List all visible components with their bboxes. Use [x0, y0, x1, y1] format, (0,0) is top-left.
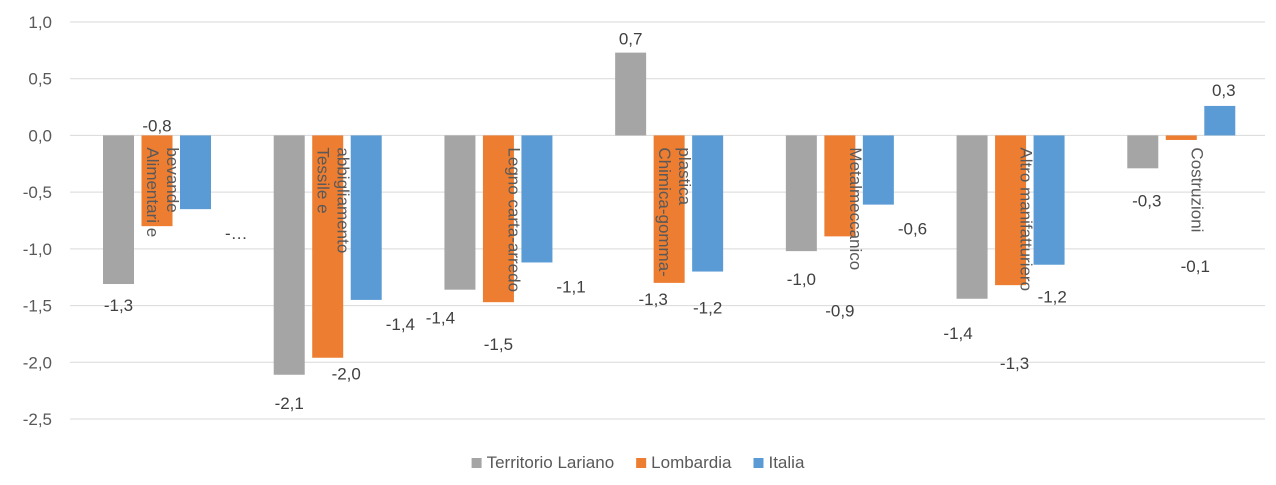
bar-territorio-lariano — [1127, 135, 1159, 169]
y-tick-label: -1,5 — [23, 297, 52, 316]
y-tick-label: 0,0 — [28, 126, 52, 145]
category-label-line: Costruzioni — [1187, 147, 1206, 232]
legend-item: Territorio Lariano — [471, 453, 615, 472]
data-label: -1,0 — [787, 270, 816, 289]
category-label-line: Chimica-gomma- — [655, 147, 674, 276]
data-label: -0,1 — [1181, 257, 1210, 276]
bar-lombardia — [482, 135, 514, 303]
bar-lombardia — [312, 135, 344, 358]
bar-lombardia — [1165, 135, 1197, 140]
bar-lombardia — [995, 135, 1027, 286]
data-label: -1,2 — [693, 299, 722, 318]
data-label: 0,3 — [1212, 81, 1236, 100]
legend-label: Italia — [768, 453, 804, 472]
bar-territorio-lariano — [273, 135, 305, 375]
category-label-line: abbigliamento — [334, 147, 353, 253]
bar-italia — [180, 135, 211, 210]
bar-territorio-lariano — [785, 135, 817, 252]
y-tick-label: -2,5 — [23, 410, 52, 429]
category-label-line: Alimentari e — [143, 147, 162, 237]
bar-territorio-lariano — [615, 52, 647, 136]
legend-swatch — [471, 458, 482, 468]
bar-italia — [1033, 135, 1065, 265]
category-label: Legno carta-arredo — [504, 147, 523, 292]
y-tick-label: 0,5 — [28, 70, 52, 89]
data-label: -1,3 — [104, 296, 133, 315]
category-label: Altro manifatturiero — [1017, 147, 1036, 291]
legend-item: Italia — [753, 453, 805, 472]
bar-italia — [692, 135, 724, 272]
category-labels: Alimentari e bevande Tessile e abbigliament… — [143, 147, 1206, 292]
category-label: Metalmeccanico — [846, 147, 865, 270]
data-label: -0,3 — [1132, 191, 1161, 210]
data-label: -1,5 — [484, 335, 513, 354]
legend-label: Lombardia — [651, 453, 732, 472]
category-label-line: bevande — [163, 147, 182, 212]
category-label-line: plastica — [675, 147, 694, 205]
data-label: -0,6 — [898, 220, 927, 239]
category-label-line: Metalmeccanico — [846, 147, 865, 270]
data-label: -2,0 — [332, 365, 361, 384]
bar-lombardia — [824, 135, 856, 237]
data-label: -1,1 — [556, 277, 585, 296]
legend-item: Lombardia — [636, 453, 732, 472]
data-label: -2,1 — [275, 394, 304, 413]
data-label: -0,9 — [825, 301, 854, 320]
data-label: -1,4 — [386, 315, 415, 334]
data-label: -1,3 — [1000, 354, 1029, 373]
bar-italia — [521, 135, 553, 263]
category-label: Alimentari e bevande — [143, 147, 182, 237]
data-label: -1,4 — [426, 309, 455, 328]
data-label: -1,4 — [943, 324, 972, 343]
bar-territorio-lariano — [444, 135, 476, 290]
y-tick-label: 1,0 — [28, 13, 52, 32]
y-tick-label: -2,0 — [23, 353, 52, 372]
legend: Territorio Lariano Lombardia Italia — [471, 453, 805, 472]
bar-territorio-lariano — [103, 135, 134, 285]
legend-swatch — [753, 458, 764, 468]
y-tick-label: -0,5 — [23, 183, 52, 202]
y-tick-label: -1,0 — [23, 240, 52, 259]
legend-label: Territorio Lariano — [487, 453, 615, 472]
bar-lombardia — [141, 135, 173, 227]
bar-italia — [350, 135, 382, 300]
category-label: Chimica-gomma-plastica — [655, 147, 694, 276]
y-axis-tick-labels: 1,0 0,5 0,0 -0,5 -1,0 -1,5 -2,0 -2,5 — [23, 13, 52, 429]
data-label: 0,7 — [619, 30, 643, 49]
data-label: -… — [225, 224, 248, 243]
category-label: Tessile e abbigliamento — [314, 147, 353, 253]
bar-italia — [1204, 105, 1236, 136]
category-label-line: Legno carta-arredo — [504, 147, 523, 292]
bar-territorio-lariano — [956, 135, 988, 299]
data-labels: -1,3 -2,1 -1,4 0,7 -1,0 -1,4 -0,3 -0,8 -2,0 -1,5 -… — [104, 30, 1236, 413]
bar-italia — [862, 135, 894, 205]
data-label: -1,3 — [638, 290, 667, 309]
data-label: -1,2 — [1038, 288, 1067, 307]
bar-lombardia — [653, 135, 685, 283]
category-label-line: Altro manifatturiero — [1017, 147, 1036, 291]
category-label: Costruzioni — [1187, 147, 1206, 232]
category-label-line: Tessile e — [314, 147, 333, 213]
legend-swatch — [636, 458, 647, 468]
data-label: -0,8 — [142, 116, 171, 135]
bars — [103, 52, 1236, 375]
